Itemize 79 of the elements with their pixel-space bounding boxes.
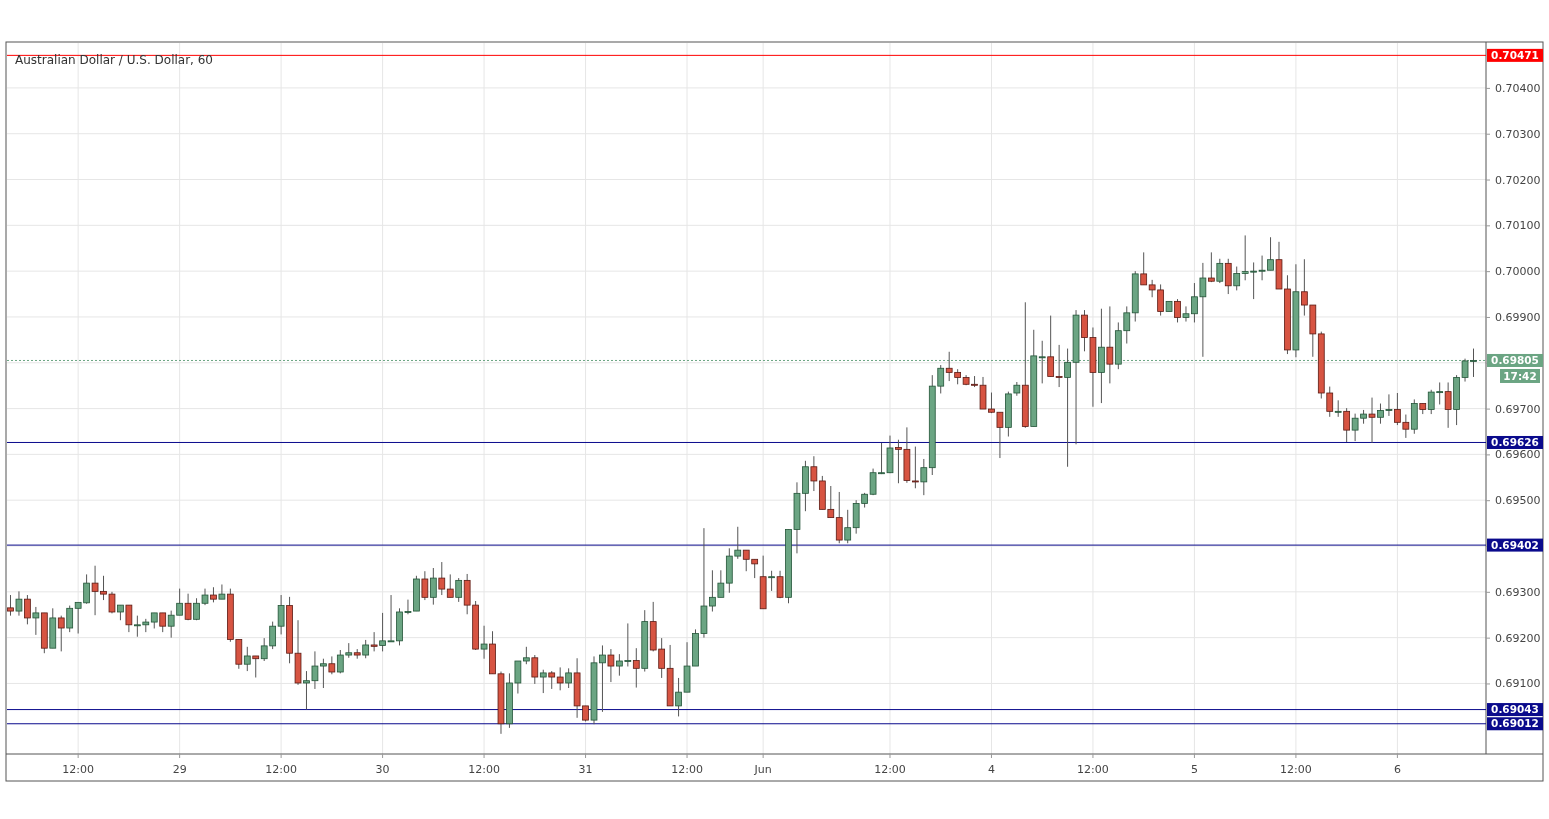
candlestick — [1207, 251, 1215, 283]
y-tick-label: 0.69100 — [1495, 677, 1541, 691]
candlestick — [277, 594, 285, 635]
candlestick — [1140, 251, 1148, 286]
candlestick — [159, 612, 167, 633]
x-tick-label: 12:00 — [1280, 763, 1312, 777]
candlestick — [421, 570, 429, 601]
candlestick — [57, 615, 65, 652]
text: Australian Dollar / U.S. Dollar, 60 — [15, 53, 213, 67]
candlestick — [429, 567, 437, 606]
x-tick-label: Jun — [753, 763, 772, 777]
candlestick — [776, 570, 784, 599]
candlestick — [539, 669, 547, 694]
candlestick — [844, 509, 852, 544]
ref-line-label: 0.69043 — [1491, 703, 1539, 716]
text: 17:42 — [1503, 369, 1537, 382]
y-tick-label: 0.70200 — [1495, 173, 1541, 187]
x-tick-label: 12:00 — [62, 763, 94, 777]
candlestick — [184, 593, 192, 621]
y-tick-label: 0.69300 — [1495, 585, 1541, 599]
y-tick-label: 0.69700 — [1495, 402, 1541, 416]
candlestick — [252, 655, 260, 678]
candlestick — [66, 605, 74, 633]
candlestick — [920, 458, 928, 496]
candlestick — [243, 646, 251, 672]
candlestick — [1216, 258, 1224, 284]
ref-line-label: 0.69626 — [1491, 436, 1539, 449]
candlestick — [24, 594, 31, 625]
candlestick — [125, 604, 133, 633]
y-tick-label: 0.70000 — [1495, 265, 1541, 279]
x-tick-label: 31 — [578, 763, 593, 777]
x-tick-label: 12:00 — [468, 763, 500, 777]
candlestick — [556, 666, 564, 691]
candlestick — [1233, 266, 1241, 291]
candlestick — [810, 455, 818, 492]
y-tick-label: 0.69200 — [1495, 631, 1541, 645]
ref-line-label: 0.69402 — [1491, 538, 1539, 551]
y-tick-label: 0.70300 — [1495, 127, 1541, 141]
x-tick-label: 12:00 — [265, 763, 297, 777]
candlestick — [362, 639, 370, 659]
candlestick — [1334, 399, 1342, 418]
x-tick-label: 12:00 — [874, 763, 906, 777]
y-tick-label: 0.70400 — [1495, 81, 1541, 95]
candlestick — [632, 647, 640, 689]
candlestick — [607, 648, 615, 683]
candlestick — [1106, 305, 1114, 384]
candlestick — [1368, 397, 1376, 444]
candlestick — [218, 584, 226, 600]
y-tick-label: 0.69500 — [1495, 494, 1541, 508]
candlestick — [531, 654, 539, 685]
x-tick-label: 5 — [1190, 763, 1198, 777]
x-tick-label: 30 — [375, 763, 390, 777]
x-tick-label: 29 — [172, 763, 187, 777]
ref-line-label: 0.70471 — [1491, 49, 1539, 62]
candlestick — [1444, 381, 1452, 429]
candlestick — [835, 491, 843, 544]
y-tick-label: 0.70100 — [1495, 219, 1541, 233]
candlestick — [768, 570, 775, 592]
x-tick-label: 12:00 — [671, 763, 703, 777]
candlestick — [1224, 258, 1232, 295]
x-tick-label: 6 — [1393, 763, 1401, 777]
candlestick — [32, 606, 40, 636]
candlestick — [438, 561, 446, 596]
candlestick — [1047, 315, 1055, 378]
candlestick — [455, 577, 463, 603]
candlestick — [565, 667, 572, 689]
candlestick — [446, 573, 454, 598]
ref-line-label: 0.69805 — [1491, 354, 1539, 367]
candlestick — [480, 625, 488, 660]
candlestick — [370, 631, 378, 652]
x-tick-label: 12:00 — [1077, 763, 1109, 777]
y-tick-label: 0.69900 — [1495, 310, 1541, 324]
y-tick-label: 0.69600 — [1495, 448, 1541, 462]
candlestick — [15, 590, 23, 617]
candlestick — [1055, 344, 1063, 388]
candlestick — [1174, 298, 1181, 323]
candlestick — [1343, 407, 1351, 443]
ref-line-label: 0.69012 — [1491, 717, 1539, 730]
x-tick-label: 4 — [987, 763, 995, 777]
